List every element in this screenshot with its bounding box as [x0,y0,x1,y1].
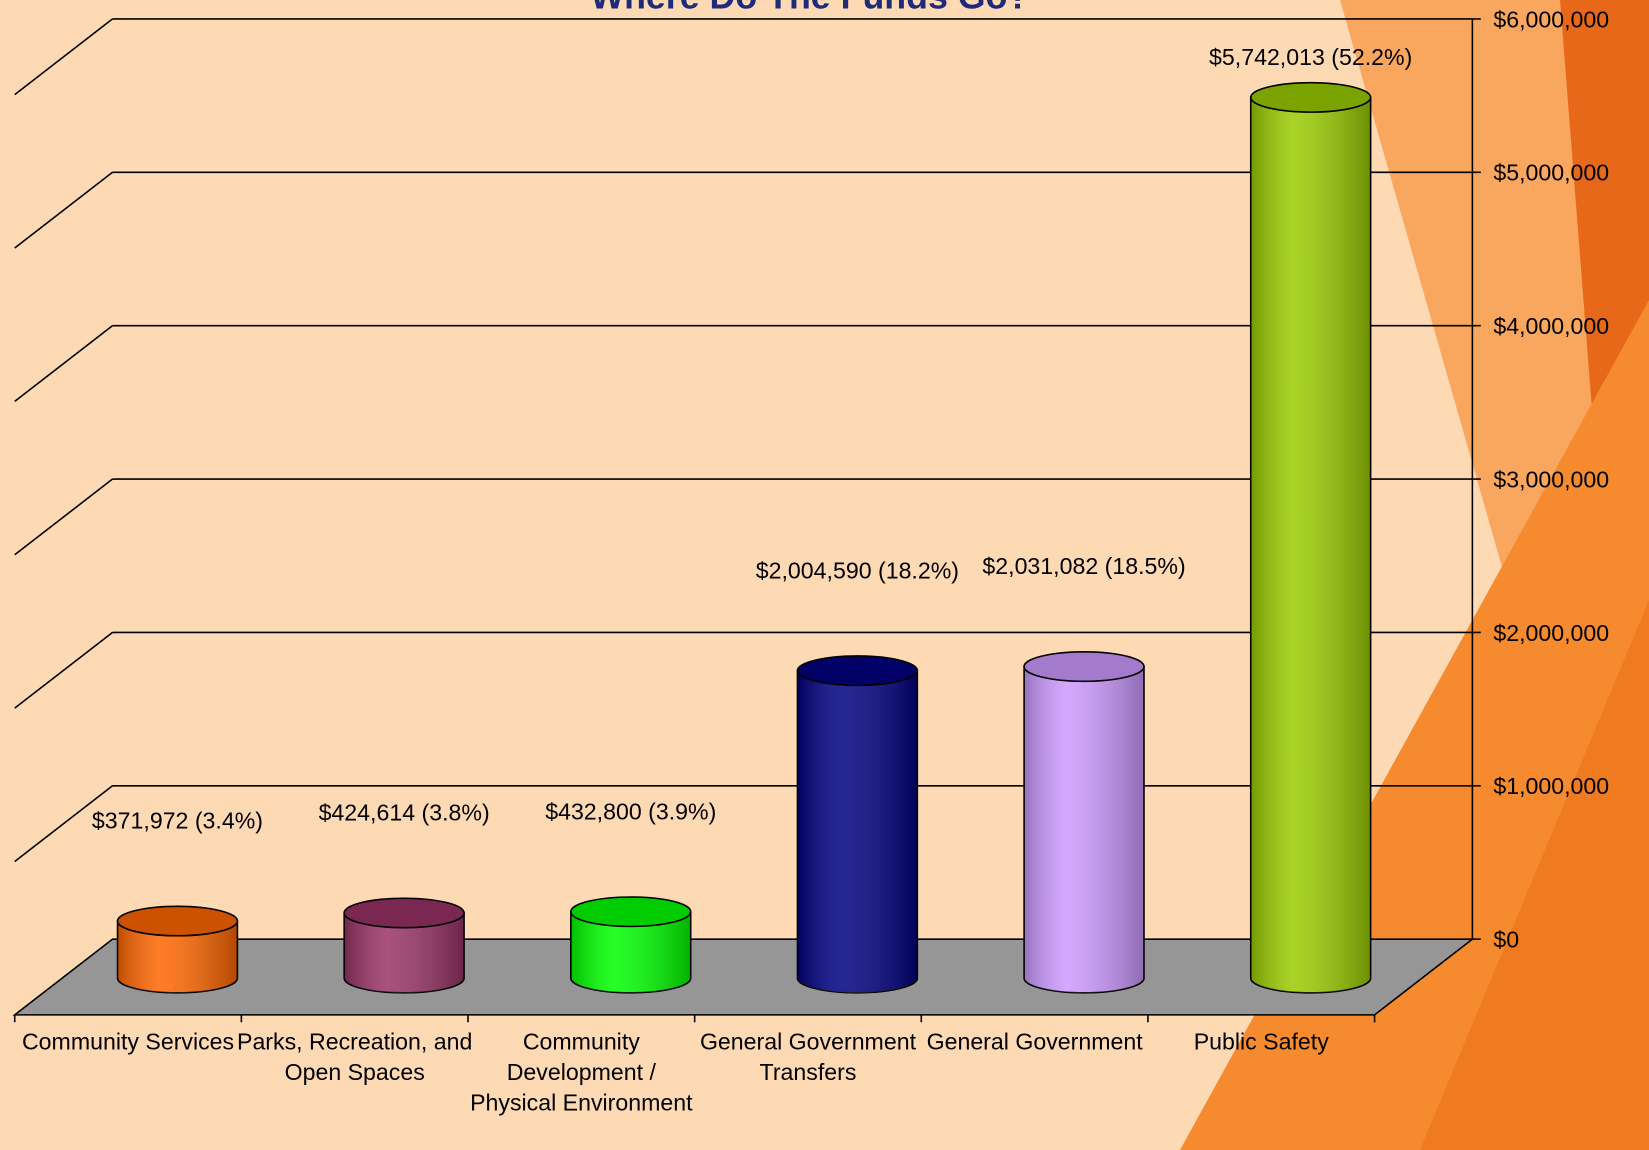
value-label: $432,800 (3.9%) [545,798,717,825]
bar-top-shade [1250,82,1371,113]
bar-top [343,897,465,929]
bar-shade [1250,97,1371,993]
x-tick-label: Public Safety [1193,1028,1329,1055]
value-label-box: $2,004,590 (18.2%) [755,557,960,584]
x-tick-label-box: Community Development / Physical Environ… [470,1028,693,1116]
value-label-box: $5,742,013 (52.2%) [1209,44,1413,71]
x-tick-label: Community Development / Physical Environ… [470,1028,693,1116]
bar-top-shade [797,655,918,686]
y-tick-label: $3,000,000 [1493,466,1609,492]
x-tick-label-box: General Government Transfers [699,1028,916,1086]
bar-top-shade [570,896,691,927]
value-label-box: $432,800 (3.9%) [545,798,717,825]
bar-shade [797,670,918,993]
x-tick-label: Community Services [21,1028,235,1055]
x-tick-label-box: General Government [926,1028,1143,1055]
side-grid-line [14,171,114,249]
chart: Where Do The Funds Go? $0 $1,000,000 $2,00… [12,0,1609,1116]
bar-shade [117,921,238,993]
bar-top-shade [344,898,465,928]
x-tick-label: Parks, Recreation, and Open Spaces [237,1028,473,1086]
value-label: $2,031,082 (18.5%) [982,552,1186,580]
bar-top-shade [117,906,238,936]
value-label-box: $2,031,082 (18.5%) [982,552,1186,580]
chart-title: Where Do The Funds Go? [590,0,1029,16]
bar-shade [344,912,465,993]
y-tick-label: $6,000,000 [1493,6,1609,32]
x-tick-label: General Government [926,1028,1143,1055]
bar-top [796,655,919,687]
value-label-box: $371,972 (3.4%) [91,807,264,834]
x-tick-label-box: Public Safety [1193,1028,1329,1055]
value-label: $5,742,013 (52.2%) [1209,44,1413,71]
bar-shade [1024,666,1144,993]
y-tick-label: $2,000,000 [1493,620,1609,646]
value-label: $371,972 (3.4%) [91,807,264,834]
y-tick-label: $5,000,000 [1493,160,1609,186]
value-label: $2,004,590 (18.2%) [755,557,960,584]
bar-top [116,905,239,937]
value-label: $424,614 (3.8%) [318,799,490,826]
side-grid-line [14,631,114,709]
x-tick-label: General Government Transfers [699,1028,916,1086]
bar-top [1023,651,1145,683]
y-tick-label: $4,000,000 [1493,313,1609,339]
side-grid-line [14,18,114,96]
side-grid-line [14,785,114,863]
y-tick-label: $1,000,000 [1493,773,1609,799]
background-decoration [1180,0,1649,1150]
side-grid-line [14,478,114,556]
bar-top [1249,81,1372,113]
bar-top-shade [1024,651,1144,682]
x-tick-label-box: Parks, Recreation, and Open Spaces [237,1028,473,1086]
side-grid-line [14,325,114,403]
value-label-box: $424,614 (3.8%) [318,799,490,826]
x-tick-label-box: Community Services [21,1028,235,1055]
y-tick-label: $0 [1493,927,1519,953]
bar-shade [570,911,691,993]
bar-top [570,896,692,928]
